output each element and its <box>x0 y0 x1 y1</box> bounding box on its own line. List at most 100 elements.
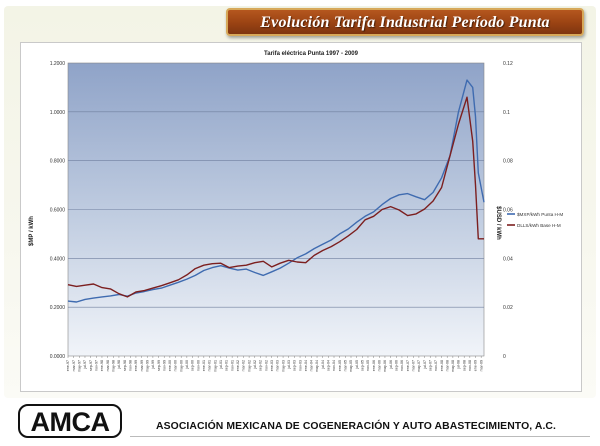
x-tick-label: mar-02 <box>242 360 246 371</box>
x-tick-label: ene-01 <box>202 360 206 371</box>
series-line-2 <box>67 96 484 298</box>
x-tick-label: jul-01 <box>219 360 223 370</box>
x-tick-label: nov-02 <box>264 360 268 371</box>
y-tick-label-left: 0.2000 <box>50 305 66 311</box>
x-tick-label: nov-01 <box>230 360 234 371</box>
x-tick-label: sep-07 <box>428 360 432 371</box>
x-tick-label: nov-03 <box>298 360 302 371</box>
x-tick-label: jul-98 <box>117 360 121 370</box>
x-tick-label: mar-04 <box>310 360 314 371</box>
footer-divider <box>130 436 590 437</box>
y-axis-label-left: $MP / kWh <box>29 216 35 246</box>
x-tick-label: ene-98 <box>100 360 104 371</box>
x-tick-label: jul-07 <box>423 360 427 370</box>
x-tick-label: may-02 <box>247 360 251 372</box>
x-tick-label: jul-97 <box>83 360 87 370</box>
x-tick-label: nov-04 <box>332 360 336 371</box>
x-tick-label: mar-97 <box>72 360 76 371</box>
x-tick-label: sep-03 <box>293 360 297 371</box>
x-tick-label: jul-99 <box>151 360 155 370</box>
x-tick-label: may-08 <box>451 360 455 372</box>
chart-title: Tarifa eléctrica Punta 1997 - 2009 <box>264 51 359 57</box>
x-tick-label: ene-05 <box>338 360 342 371</box>
x-tick-label: sep-00 <box>191 360 195 371</box>
y-tick-label-left: 1.0000 <box>50 110 66 116</box>
x-tick-label: jul-04 <box>321 360 325 370</box>
y-tick-label-left: 0.6000 <box>50 208 66 214</box>
x-tick-label: sep-01 <box>225 360 229 371</box>
y-tick-label-left: 0.8000 <box>50 159 66 165</box>
x-tick-label: mar-06 <box>377 360 381 371</box>
y-tick-label-right: 0.02 <box>503 305 513 311</box>
x-tick-label: may-05 <box>349 360 353 372</box>
y-tick-label-left: 1.2000 <box>50 61 66 67</box>
x-tick-label: ene-08 <box>440 360 444 371</box>
x-tick-label: ene-07 <box>406 360 410 371</box>
x-tick-label: ene-00 <box>168 360 172 371</box>
legend-label: DLLS/kWh Base H-M <box>517 223 561 228</box>
x-tick-label: may-97 <box>78 360 82 372</box>
series-line-1 <box>67 79 485 303</box>
x-tick-label: jul-00 <box>185 360 189 370</box>
y-tick-label-right: 0.06 <box>503 208 513 214</box>
x-tick-label: mar-09 <box>479 360 483 371</box>
organization-name: ASOCIACIÓN MEXICANA DE COGENERACIÓN Y AU… <box>156 421 557 432</box>
x-tick-label: sep-06 <box>394 360 398 371</box>
x-tick-label: mar-07 <box>411 360 415 371</box>
x-tick-label: may-98 <box>111 360 115 372</box>
chart-panel: 0.0000 0.2000 0.4000 0.6000 0.8000 1.0000 1.20… <box>20 42 582 392</box>
x-tick-label: may-06 <box>383 360 387 372</box>
y-tick-label-left: 0.0000 <box>50 354 66 360</box>
x-tick-label: mar-05 <box>344 360 348 371</box>
y-axis-label-right: $USD / kWh <box>495 206 501 240</box>
x-tick-label: mar-99 <box>140 360 144 371</box>
x-tick-label: sep-98 <box>123 360 127 371</box>
slide-title: Evolución Tarifa Industrial Período Punt… <box>260 14 550 31</box>
x-tick-label: may-00 <box>179 360 183 372</box>
x-tick-label: jul-06 <box>389 360 393 370</box>
x-tick-label: ene-02 <box>236 360 240 371</box>
x-tick-label: nov-05 <box>366 360 370 371</box>
x-tick-label: ene-03 <box>270 360 274 371</box>
x-tick-label: mar-03 <box>276 360 280 371</box>
x-tick-label: nov-98 <box>128 360 132 371</box>
x-tick-label: jul-08 <box>457 360 461 370</box>
x-tick-label: may-01 <box>213 360 217 372</box>
x-tick-label: sep-02 <box>259 360 263 371</box>
x-tick-label: jul-05 <box>355 360 359 370</box>
x-tick-label: mar-00 <box>174 360 178 371</box>
x-tick-label: may-99 <box>145 360 149 372</box>
x-tick-label: sep-99 <box>157 360 161 371</box>
y-tick-label-right: 0.1 <box>503 110 510 116</box>
x-tick-label: nov-00 <box>196 360 200 371</box>
x-tick-label: nov-97 <box>94 360 98 371</box>
x-tick-label: jul-03 <box>287 360 291 370</box>
x-tick-label: ene-09 <box>474 360 478 371</box>
x-tick-label: may-04 <box>315 360 319 372</box>
x-tick-label: ene-06 <box>372 360 376 371</box>
line-chart: 0.0000 0.2000 0.4000 0.6000 0.8000 1.0000 1.20… <box>29 51 563 372</box>
x-tick-label: ene-04 <box>304 360 308 371</box>
y-tick-label-right: 0 <box>503 354 506 360</box>
y-tick-label-right: 0.04 <box>503 256 513 262</box>
x-tick-label: sep-05 <box>361 360 365 371</box>
x-tick-label: may-07 <box>417 360 421 372</box>
x-tick-label: may-03 <box>281 360 285 372</box>
y-tick-label-right: 0.12 <box>503 61 513 67</box>
y-tick-label-left: 0.4000 <box>50 256 66 262</box>
x-tick-label: nov-06 <box>400 360 404 371</box>
x-tick-label: mar-08 <box>445 360 449 371</box>
amca-logo: AMCA <box>18 404 122 438</box>
x-tick-label: mar-01 <box>208 360 212 371</box>
x-tick-label: sep-97 <box>89 360 93 371</box>
x-tick-label: nov-08 <box>468 360 472 371</box>
x-tick-label: jul-02 <box>253 360 257 370</box>
slide-title-banner: Evolución Tarifa Industrial Período Punt… <box>226 8 584 36</box>
x-tick-label: mar-98 <box>106 360 110 371</box>
x-tick-label: nov-07 <box>434 360 438 371</box>
y-tick-label-right: 0.08 <box>503 159 513 165</box>
x-tick-label: sep-08 <box>462 360 466 371</box>
x-tick-label: ene-97 <box>66 360 70 371</box>
x-tick-label: nov-99 <box>162 360 166 371</box>
logo-text: AMCA <box>30 407 111 437</box>
